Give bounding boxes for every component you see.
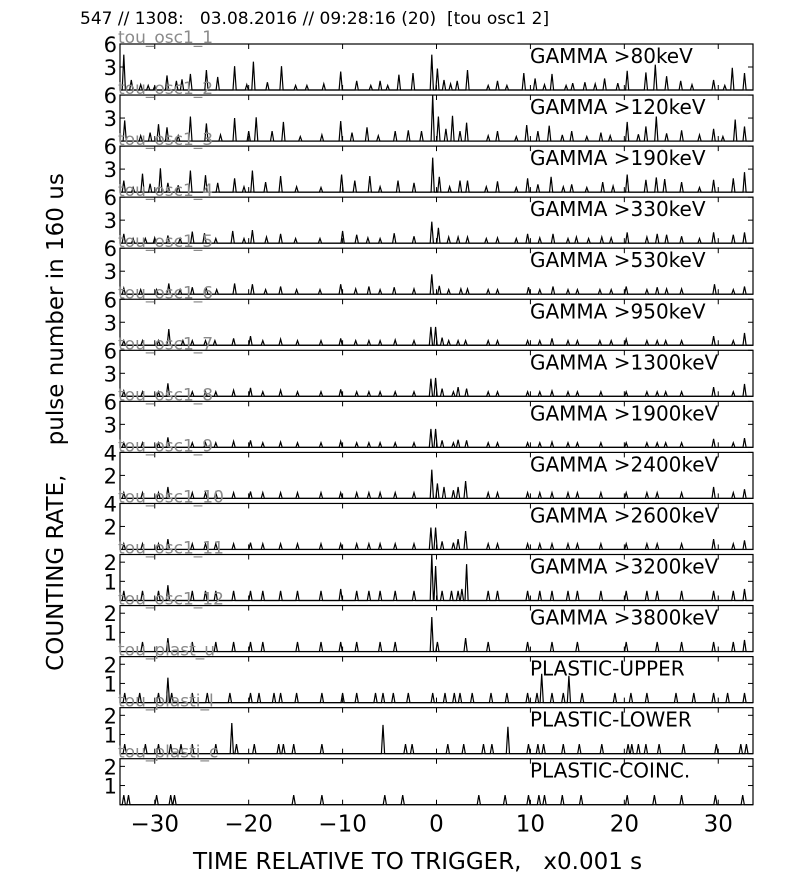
series-line — [120, 527, 753, 551]
y-tick-label: 6 — [104, 288, 117, 312]
panel-id-label: tou_osc1_9 — [118, 436, 213, 456]
panel-channel-label: GAMMA >3800keV — [530, 606, 719, 630]
panel-id-label: tou_osc1_8 — [118, 385, 213, 405]
series-line — [120, 274, 753, 295]
series-line — [120, 469, 753, 499]
panel-id-label: tou_plasti_c — [118, 743, 218, 763]
y-tick-label: 2 — [104, 704, 117, 728]
panel-channel-label: GAMMA >120keV — [530, 95, 706, 119]
panel-id-label: tou_osc1_11 — [118, 539, 224, 559]
y-tick-label: 2 — [104, 602, 117, 626]
y-tick-label: 2 — [104, 464, 117, 488]
panel-id-label: tou_osc1_5 — [118, 232, 213, 252]
series-line — [120, 377, 753, 397]
x-axis-label: TIME RELATIVE TO TRIGGER, x0.001 s — [193, 849, 643, 875]
y-tick-label: 3 — [104, 311, 117, 335]
y-tick-label: 2 — [104, 653, 117, 677]
panel-id-label: tou_osc1_10 — [118, 487, 224, 507]
panel-id-label: tou_osc1_7 — [118, 334, 213, 354]
series-line — [120, 428, 753, 448]
x-tick-label: −30 — [130, 812, 179, 838]
y-tick-label: 2 — [104, 551, 117, 575]
x-tick-label: 30 — [704, 812, 733, 838]
x-tick-label: 0 — [429, 812, 444, 838]
panel-channel-label: GAMMA >530keV — [530, 248, 706, 272]
y-tick-label: 6 — [104, 339, 117, 363]
y-tick-label: 1 — [104, 672, 117, 696]
y-tick-label: 3 — [104, 209, 117, 233]
y-tick-label: 3 — [104, 413, 117, 437]
panel-channel-label: GAMMA >330keV — [530, 197, 706, 221]
x-tick-label: −10 — [318, 812, 367, 838]
y-tick-label: 6 — [104, 135, 117, 159]
y-tick-label: 6 — [104, 390, 117, 414]
y-tick-label: 6 — [104, 84, 117, 108]
x-tick-label: −20 — [224, 812, 273, 838]
series-line — [120, 673, 753, 704]
panel-channel-label: GAMMA >80keV — [530, 44, 693, 68]
panel-channel-label: GAMMA >2400keV — [530, 452, 719, 476]
panel-channel-label: PLASTIC-COINC. — [530, 759, 690, 783]
series-line — [120, 326, 753, 346]
panel-id-label: tou_osc1_1 — [118, 28, 213, 48]
y-tick-label: 3 — [104, 107, 117, 131]
y-tick-label: 2 — [104, 755, 117, 779]
series-line — [120, 157, 753, 193]
panel-channel-label: GAMMA >950keV — [530, 299, 706, 323]
panel-channel-label: GAMMA >2600keV — [530, 503, 719, 527]
y-tick-label: 6 — [104, 33, 117, 57]
panel-channel-label: GAMMA >1300keV — [530, 350, 719, 374]
panel-channel-label: PLASTIC-LOWER — [530, 708, 692, 732]
y-tick-label: 3 — [104, 56, 117, 80]
y-tick-label: 2 — [104, 515, 117, 539]
panel-channel-label: GAMMA >190keV — [530, 146, 706, 170]
panel-id-label: tou_osc1_4 — [118, 181, 213, 201]
y-tick-label: 4 — [104, 441, 117, 465]
panel-channel-label: GAMMA >1900keV — [530, 401, 719, 425]
panel-channel-label: GAMMA >3200keV — [530, 555, 719, 579]
series-line — [120, 616, 753, 653]
panel-id-label: tou_osc1_2 — [118, 79, 213, 99]
x-tick-label: 10 — [516, 812, 545, 838]
y-tick-label: 3 — [104, 260, 117, 284]
y-tick-label: 3 — [104, 362, 117, 386]
y-tick-label: 3 — [104, 158, 117, 182]
panel-id-label: tou_osc1_6 — [118, 283, 213, 303]
x-tick-label: 20 — [610, 812, 639, 838]
panel-id-label: tou_plasti_l — [118, 692, 214, 712]
chart-title: 547 // 1308: 03.08.2016 // 09:28:16 (20)… — [80, 9, 550, 29]
y-tick-label: 6 — [104, 237, 117, 261]
y-tick-label: 4 — [104, 492, 117, 516]
y-tick-label: 1 — [104, 570, 117, 594]
y-tick-label: 1 — [104, 775, 117, 799]
panel-id-label: tou_osc1_3 — [118, 130, 213, 150]
y-tick-label: 1 — [104, 723, 117, 747]
y-tick-label: 6 — [104, 186, 117, 210]
y-tick-label: 1 — [104, 621, 117, 645]
panel-id-label: tou_osc1_12 — [118, 590, 224, 610]
panel-channel-label: PLASTIC-UPPER — [530, 657, 685, 681]
panel-id-label: tou_plast_u — [118, 641, 215, 661]
